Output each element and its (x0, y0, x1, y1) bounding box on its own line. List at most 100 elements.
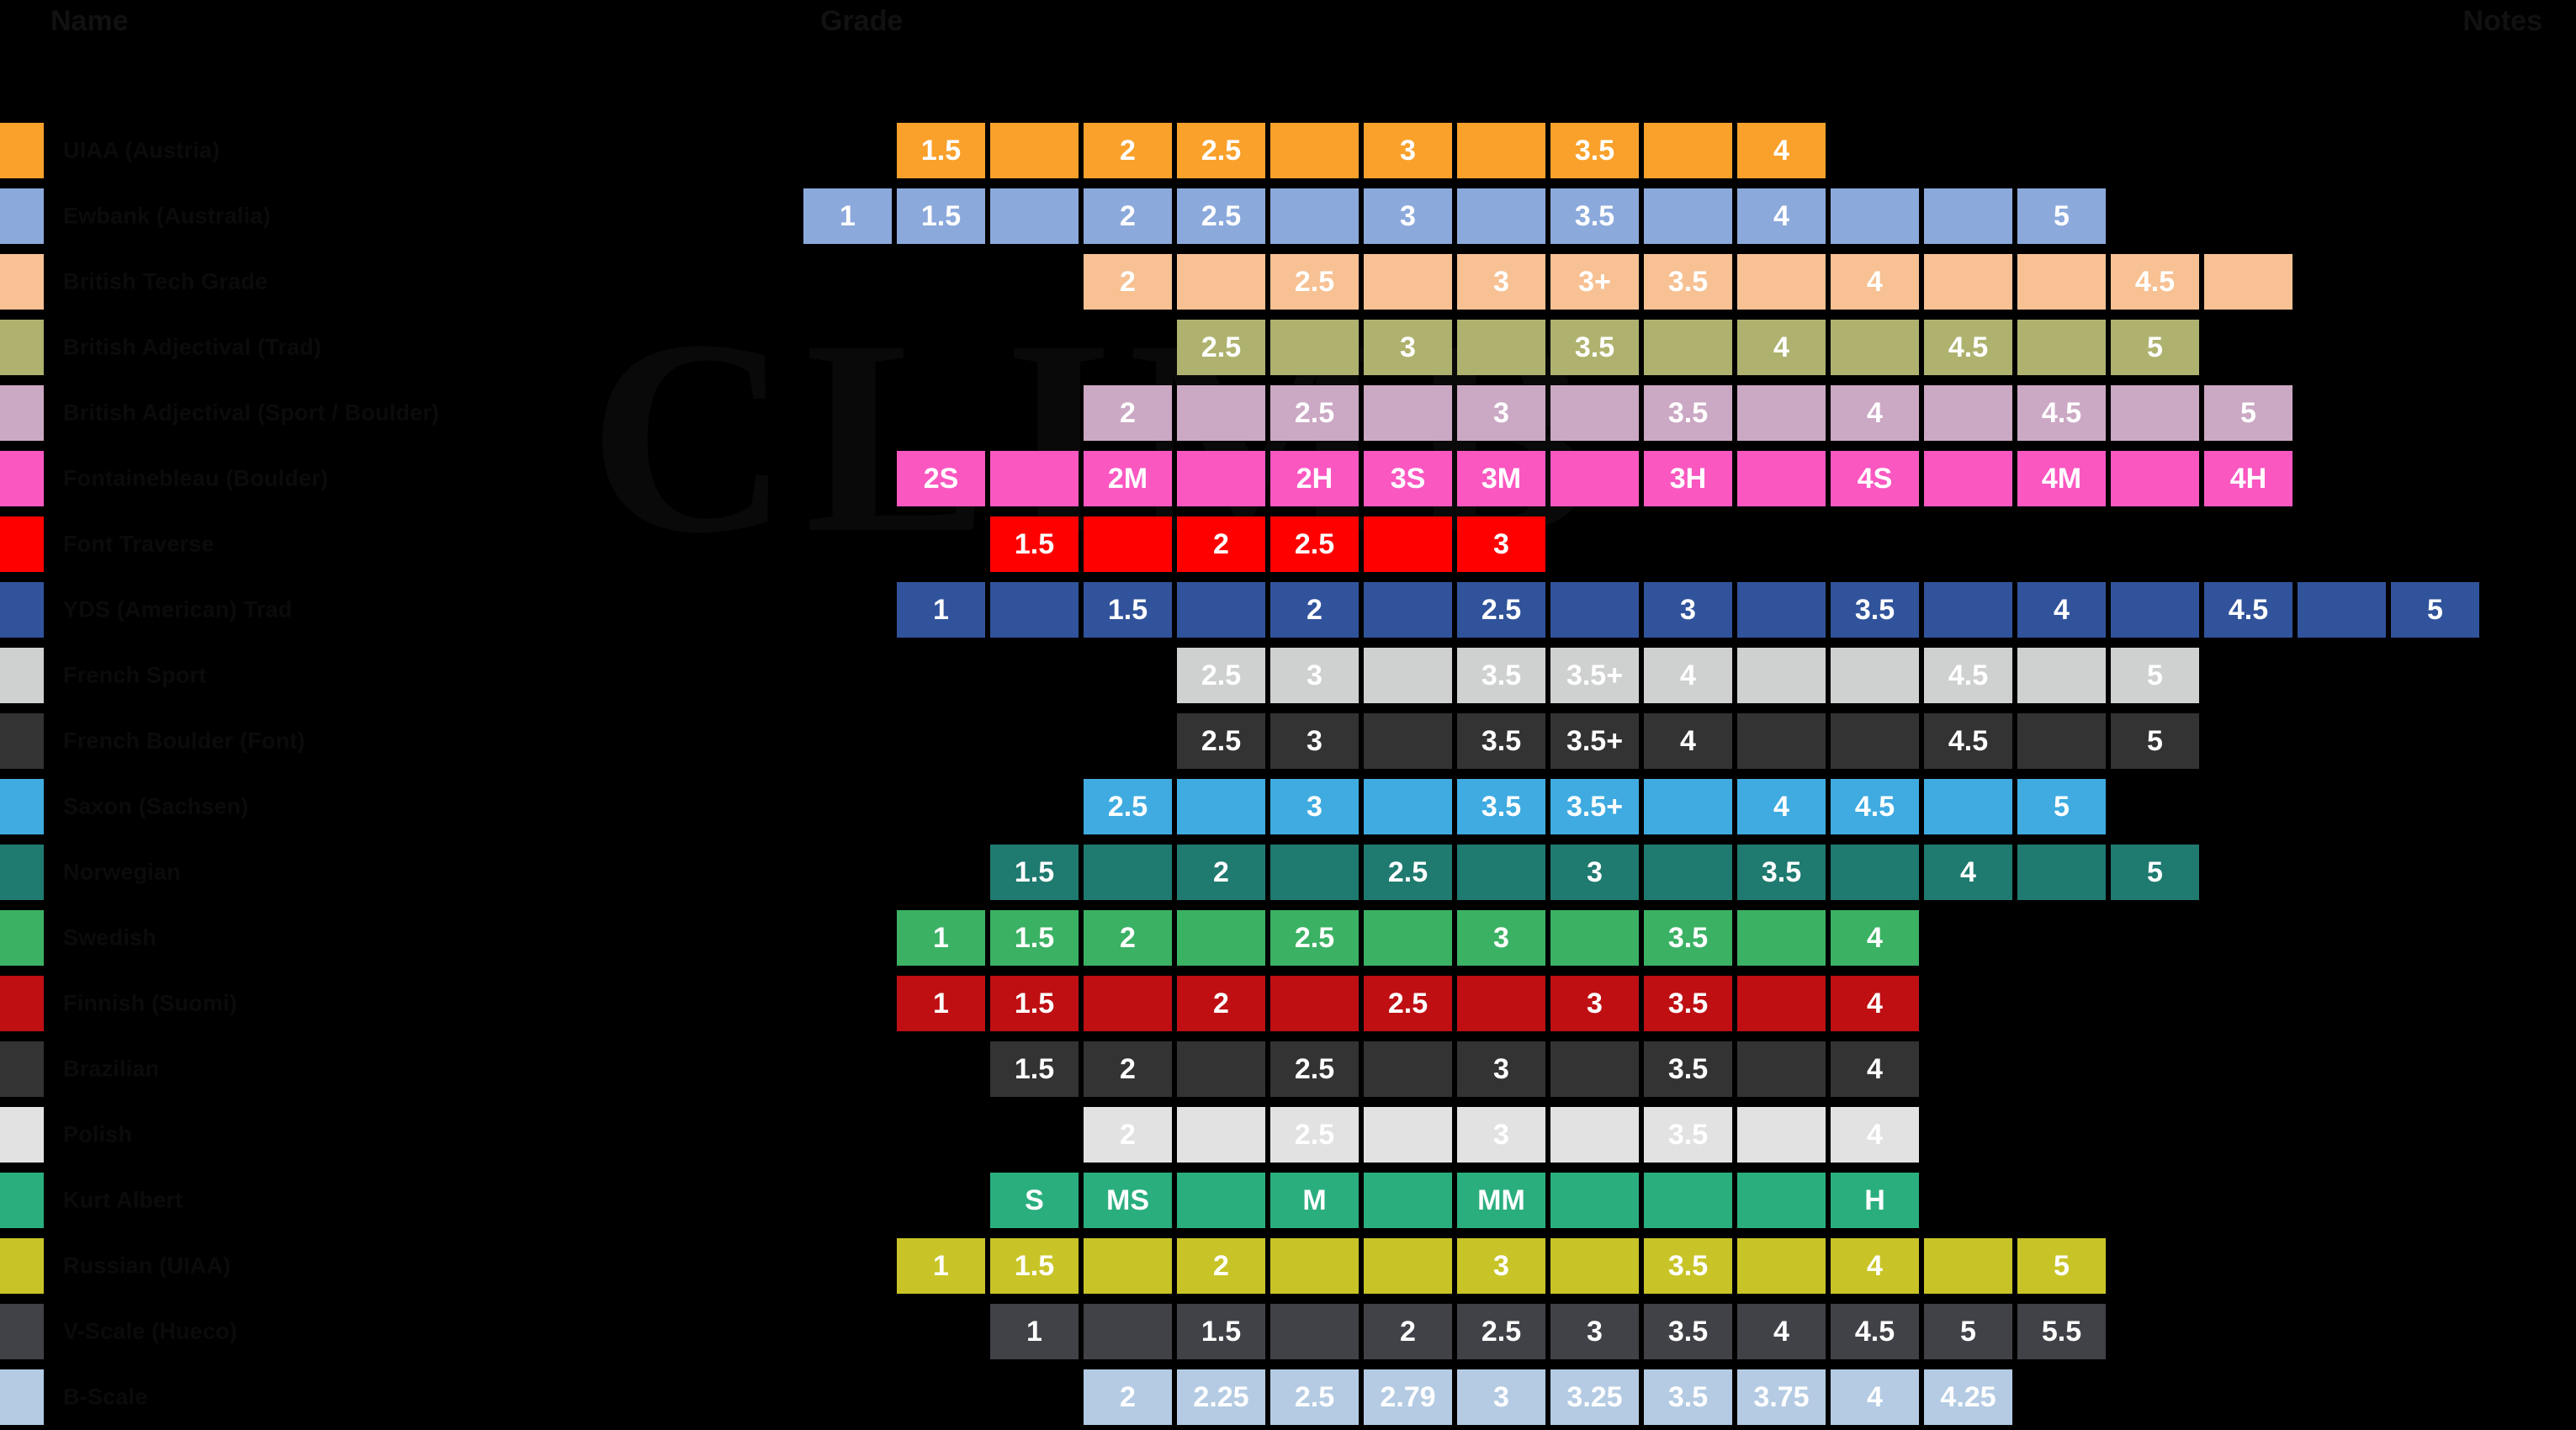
grade-cell[interactable]: 3 (1457, 1107, 1545, 1163)
grade-cell[interactable]: 2.5 (1457, 582, 1545, 638)
grade-cell[interactable] (1737, 1107, 1826, 1163)
grade-cell[interactable]: 3 (1550, 845, 1639, 900)
grade-cell[interactable]: MS (1084, 1173, 1172, 1228)
grade-cell[interactable]: 4S (1831, 451, 1919, 506)
grade-cell[interactable] (1457, 320, 1545, 375)
grade-cell[interactable] (1644, 845, 1732, 900)
grade-cell[interactable]: 5 (1924, 1304, 2012, 1359)
grade-cell[interactable]: 1.5 (897, 123, 985, 178)
grade-cell[interactable] (1550, 582, 1639, 638)
grade-cell[interactable]: 2 (1084, 910, 1172, 966)
grade-cell[interactable]: 3.5 (1644, 1304, 1732, 1359)
grade-cell[interactable]: 2.5 (1177, 320, 1265, 375)
grade-cell[interactable]: 4 (1831, 976, 1919, 1031)
grade-cell[interactable] (1084, 976, 1172, 1031)
grade-cell[interactable]: 3.5 (1550, 188, 1639, 244)
grade-cell[interactable]: 2.5 (1177, 123, 1265, 178)
grade-cell[interactable] (2111, 582, 2199, 638)
grade-cell[interactable]: 3.5 (1550, 123, 1639, 178)
grade-cell[interactable] (990, 451, 1079, 506)
grade-cell[interactable]: 4 (1644, 648, 1732, 703)
grade-cell[interactable] (1550, 1107, 1639, 1163)
grade-cell[interactable]: 1.5 (990, 910, 1079, 966)
grade-cell[interactable] (1924, 385, 2012, 441)
grade-cell[interactable]: 5 (2017, 779, 2106, 834)
grade-cell[interactable] (1364, 516, 1452, 572)
grade-cell[interactable] (1364, 1238, 1452, 1294)
grade-cell[interactable]: 3.5 (1737, 845, 1826, 900)
grade-cell[interactable] (1831, 648, 1919, 703)
grade-cell[interactable]: 4 (1644, 713, 1732, 769)
grade-cell[interactable]: 2S (897, 451, 985, 506)
grade-cell[interactable] (1924, 1238, 2012, 1294)
grade-cell[interactable] (1737, 910, 1826, 966)
grade-cell[interactable] (1737, 713, 1826, 769)
grade-cell[interactable] (1737, 1041, 1826, 1097)
grade-cell[interactable]: 4 (1737, 320, 1826, 375)
grade-cell[interactable]: 3H (1644, 451, 1732, 506)
grade-cell[interactable]: 2.5 (1457, 1304, 1545, 1359)
grade-cell[interactable]: 3 (1457, 910, 1545, 966)
grade-cell[interactable]: 1.5 (990, 516, 1079, 572)
grade-cell[interactable]: 2.5 (1177, 648, 1265, 703)
grade-cell[interactable] (990, 582, 1079, 638)
grade-cell[interactable] (1831, 188, 1919, 244)
grade-cell[interactable]: MM (1457, 1173, 1545, 1228)
grade-cell[interactable] (1177, 451, 1265, 506)
grade-cell[interactable] (1831, 845, 1919, 900)
grade-cell[interactable]: 5 (2111, 713, 2199, 769)
grade-cell[interactable] (1364, 648, 1452, 703)
grade-cell[interactable] (2017, 320, 2106, 375)
grade-cell[interactable]: 5 (2017, 188, 2106, 244)
grade-cell[interactable]: 3 (1364, 188, 1452, 244)
grade-cell[interactable]: 3.5 (1457, 779, 1545, 834)
grade-cell[interactable]: 1 (803, 188, 892, 244)
grade-cell[interactable]: 2 (1177, 976, 1265, 1031)
grade-cell[interactable]: 5 (2111, 845, 2199, 900)
grade-cell[interactable]: 2.5 (1364, 845, 1452, 900)
grade-cell[interactable] (1177, 1173, 1265, 1228)
grade-cell[interactable]: 3.5+ (1550, 648, 1639, 703)
grade-cell[interactable] (1457, 976, 1545, 1031)
grade-cell[interactable]: 3 (1550, 1304, 1639, 1359)
grade-cell[interactable] (1084, 845, 1172, 900)
grade-cell[interactable]: 3.75 (1737, 1369, 1826, 1425)
grade-cell[interactable] (1364, 582, 1452, 638)
grade-cell[interactable]: 4 (1831, 1369, 1919, 1425)
grade-cell[interactable]: 2 (1084, 188, 1172, 244)
grade-cell[interactable] (1177, 582, 1265, 638)
grade-cell[interactable] (1270, 123, 1359, 178)
grade-cell[interactable]: 3M (1457, 451, 1545, 506)
grade-cell[interactable]: 3.5 (1644, 910, 1732, 966)
grade-cell[interactable]: 4 (1831, 1107, 1919, 1163)
grade-cell[interactable] (1737, 648, 1826, 703)
grade-cell[interactable] (1364, 1173, 1452, 1228)
grade-cell[interactable]: 4.5 (1831, 779, 1919, 834)
grade-cell[interactable] (1644, 1173, 1732, 1228)
grade-cell[interactable]: 1 (897, 910, 985, 966)
grade-cell[interactable] (1177, 1107, 1265, 1163)
grade-cell[interactable]: 1 (990, 1304, 1079, 1359)
grade-cell[interactable]: 5 (2111, 648, 2199, 703)
grade-cell[interactable]: H (1831, 1173, 1919, 1228)
grade-cell[interactable] (1924, 451, 2012, 506)
grade-cell[interactable]: 4M (2017, 451, 2106, 506)
grade-cell[interactable] (1924, 188, 2012, 244)
grade-cell[interactable] (1364, 1041, 1452, 1097)
grade-cell[interactable]: 2.5 (1084, 779, 1172, 834)
grade-cell[interactable]: 3 (1550, 976, 1639, 1031)
grade-cell[interactable] (1831, 713, 1919, 769)
grade-cell[interactable] (1644, 123, 1732, 178)
grade-cell[interactable]: 5 (2391, 582, 2479, 638)
grade-cell[interactable]: 4.5 (1924, 713, 2012, 769)
grade-cell[interactable] (1270, 1238, 1359, 1294)
grade-cell[interactable]: 1.5 (990, 1041, 1079, 1097)
grade-cell[interactable]: 4 (1737, 779, 1826, 834)
grade-cell[interactable] (990, 123, 1079, 178)
grade-cell[interactable] (1364, 779, 1452, 834)
grade-cell[interactable]: 4 (1831, 910, 1919, 966)
grade-cell[interactable]: 3.5 (1644, 1369, 1732, 1425)
grade-cell[interactable]: 2.5 (1270, 254, 1359, 310)
grade-cell[interactable] (1737, 1173, 1826, 1228)
grade-cell[interactable]: 4.5 (1924, 648, 2012, 703)
